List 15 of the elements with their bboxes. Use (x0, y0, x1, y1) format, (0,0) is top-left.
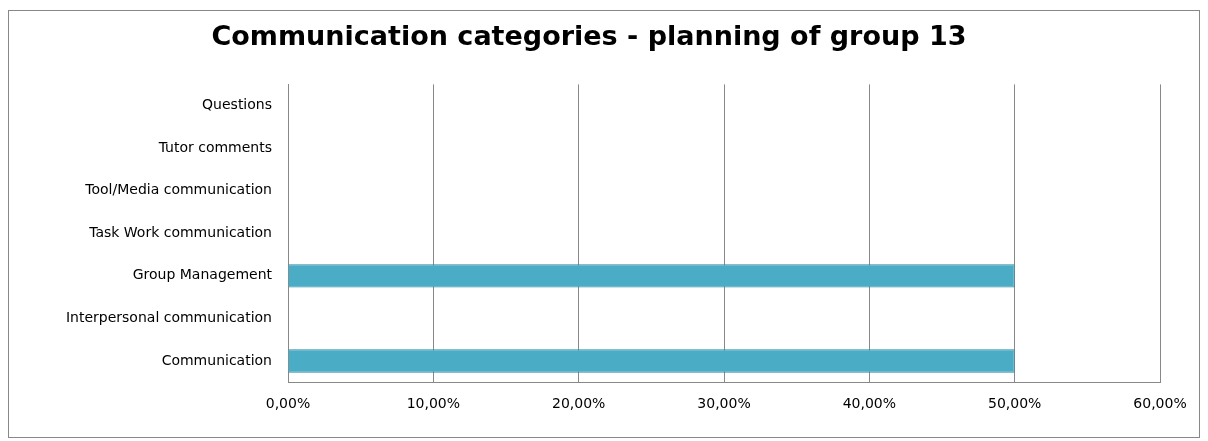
x-tick-label: 10,00% (406, 395, 461, 412)
x-tick-label: 20,00% (551, 395, 606, 412)
y-tick-label: Group Management (132, 266, 273, 283)
x-tick-label: 40,00% (842, 395, 897, 412)
y-tick-label: Task Work communication (88, 223, 272, 240)
x-tick-label: 60,00% (1133, 395, 1187, 412)
y-tick-label: Tool/Media communication (84, 181, 272, 198)
y-tick-label: Tutor comments (157, 138, 272, 155)
chart-title: Communication categories - planning of group 13 (211, 20, 967, 52)
x-tick-label: 50,00% (987, 395, 1042, 412)
x-tick-label: 0,00% (265, 395, 311, 412)
y-tick-label: Questions (202, 96, 272, 113)
y-tick-label: Communication (161, 351, 272, 368)
x-tick-label: 30,00% (697, 395, 751, 412)
y-tick-label: Interpersonal communication (65, 309, 272, 326)
